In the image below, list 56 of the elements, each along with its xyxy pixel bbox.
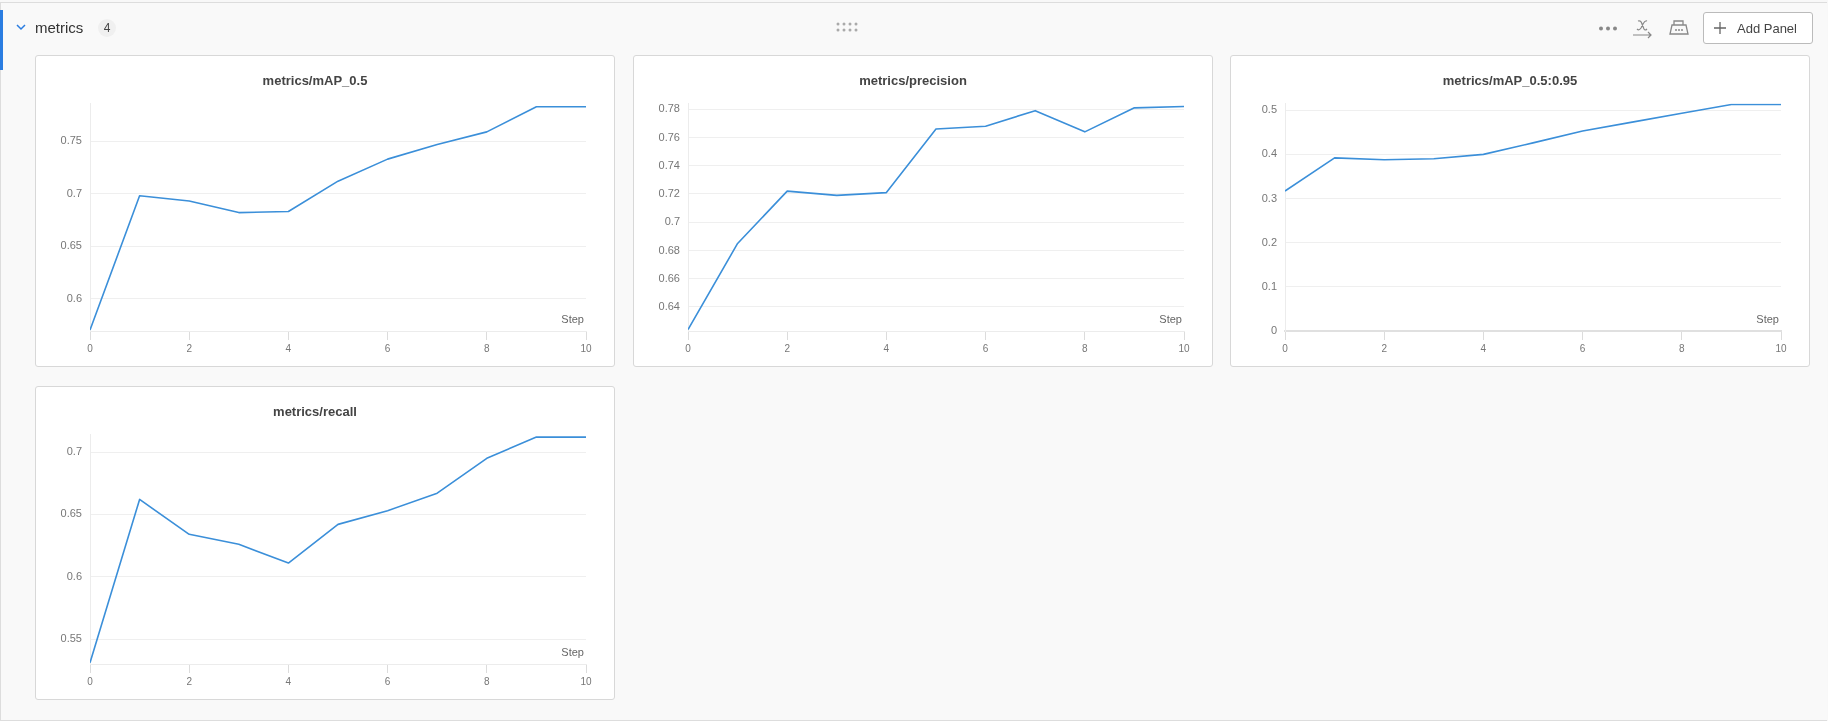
y-tick-label: 0: [1270, 324, 1277, 337]
y-tick-label: 0.2: [1261, 235, 1277, 248]
y-tick-label: 0.64: [658, 300, 680, 313]
text: 4: [98, 19, 116, 37]
x-tick-label: 2: [186, 342, 193, 354]
y-tick-label: 0.5: [1261, 103, 1277, 116]
y-tick-label: 0.1: [1261, 279, 1277, 292]
chart-title: metrics/mAP_0.5: [262, 73, 368, 89]
x-tick-label: 10: [580, 342, 592, 354]
x-tick-label: 4: [1480, 342, 1487, 354]
x-tick-label: 10: [1178, 342, 1190, 354]
x-axis-title: Step: [561, 645, 584, 658]
y-tick-label: 0.7: [66, 445, 82, 458]
x-tick-label: 6: [982, 342, 989, 354]
x-tick-label: 8: [1679, 342, 1686, 354]
y-tick-label: 0.65: [60, 239, 82, 252]
x-tick-label: 4: [285, 342, 292, 354]
y-tick-label: 0.74: [658, 158, 680, 171]
x-tick-label: 8: [484, 342, 491, 354]
y-tick-label: 0.7: [664, 215, 680, 228]
x-tick-label: 4: [285, 675, 292, 687]
chart-title: metrics/recall: [273, 404, 357, 420]
y-tick-label: 0.75: [60, 134, 82, 147]
y-tick-label: 0.7: [66, 186, 82, 199]
chart-title: metrics/precision: [859, 73, 967, 89]
x-tick-label: 2: [186, 675, 193, 687]
x-tick-label: 6: [384, 675, 391, 687]
x-tick-label: 0: [1282, 342, 1289, 354]
chart-title: metrics/mAP_0.5:0.95: [1442, 73, 1578, 89]
text: metrics: [35, 19, 84, 36]
x-axis-title: Step: [1159, 312, 1182, 325]
y-tick-label: 0.78: [658, 102, 680, 115]
x-tick-label: 4: [883, 342, 890, 354]
y-tick-label: 0.4: [1261, 147, 1277, 160]
y-tick-label: 0.65: [60, 507, 82, 520]
y-tick-label: 0.76: [658, 130, 680, 143]
y-tick-label: 0.72: [658, 187, 680, 200]
x-tick-label: 0: [685, 342, 692, 354]
x-tick-label: 8: [1082, 342, 1089, 354]
y-tick-label: 0.68: [658, 243, 680, 256]
x-axis-title: Step: [561, 312, 584, 325]
x-tick-label: 6: [384, 342, 391, 354]
x-tick-label: 0: [87, 342, 94, 354]
x-tick-label: 10: [1775, 342, 1787, 354]
x-tick-label: 10: [580, 675, 592, 687]
y-tick-label: 0.55: [60, 632, 82, 645]
y-tick-label: 0.3: [1261, 191, 1277, 204]
x-tick-label: 2: [784, 342, 791, 354]
y-tick-label: 0.6: [66, 291, 82, 304]
x-tick-label: 8: [484, 675, 491, 687]
x-tick-label: 2: [1381, 342, 1388, 354]
y-tick-label: 0.6: [66, 569, 82, 582]
x-axis-title: Step: [1756, 312, 1779, 325]
y-tick-label: 0.66: [658, 271, 680, 284]
x-tick-label: 0: [87, 675, 94, 687]
x-tick-label: 6: [1579, 342, 1586, 354]
